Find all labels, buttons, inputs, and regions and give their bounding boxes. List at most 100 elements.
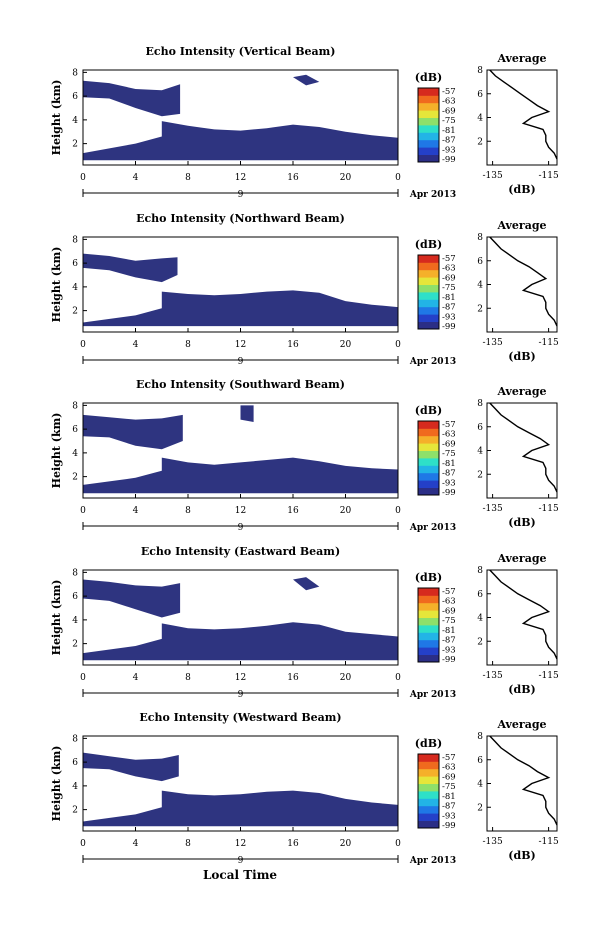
x-tick-label: 8 [185, 673, 191, 683]
average-xlabel: (dB) [508, 516, 535, 529]
colorbar-segment [418, 805, 439, 814]
colorbar-segment [418, 269, 439, 278]
colorbar-tick-label: -57 [442, 587, 456, 597]
echo-upper-layer [83, 579, 181, 618]
x-tick-label: 0 [80, 839, 86, 849]
date-label: Apr 2013 [409, 357, 456, 367]
colorbar-tick-label: -75 [442, 449, 456, 459]
average-y-tick-label: 4 [477, 281, 483, 291]
x-tick-label: 16 [287, 506, 299, 516]
y-tick-label: 2 [72, 473, 78, 483]
x-tick-label: 12 [235, 673, 246, 683]
average-title: Average [496, 552, 546, 565]
date-day-label: 9 [238, 357, 244, 367]
colorbar-unit: (dB) [415, 737, 442, 750]
average-y-tick-label: 2 [477, 803, 483, 813]
x-tick-label: 16 [287, 673, 299, 683]
colorbar-segment [418, 610, 439, 618]
colorbar-tick-label: -81 [442, 459, 456, 469]
x-tick-label: 8 [185, 340, 191, 350]
x-tick-label: 20 [340, 340, 352, 350]
date-day-label: 9 [238, 690, 244, 700]
colorbar-tick-label: -69 [442, 606, 456, 616]
x-tick-label: 0 [80, 673, 86, 683]
average-y-tick-label: 2 [477, 470, 483, 480]
y-tick-label: 8 [72, 568, 78, 578]
average-frame [486, 735, 558, 832]
echo-clouds-upper [293, 577, 320, 591]
x-tick-label: 0 [395, 173, 401, 183]
colorbar-segment [418, 154, 439, 163]
average-x-tick-label: -115 [538, 837, 558, 847]
y-axis-label: Height (km) [50, 746, 63, 822]
echo-lower-layer [83, 457, 398, 494]
colorbar-tick-label: -69 [442, 273, 456, 283]
panel-title: Echo Intensity (Westward Beam) [139, 711, 341, 724]
colorbar-tick-label: -57 [442, 254, 456, 264]
average-frame [486, 569, 558, 666]
average-y-tick-label: 4 [477, 780, 483, 790]
colorbar-segment [418, 602, 439, 611]
y-tick-label: 6 [72, 92, 78, 102]
colorbar-segment [418, 421, 439, 429]
average-xlabel: (dB) [508, 350, 535, 363]
average-y-tick-label: 4 [477, 614, 483, 624]
average-frame [486, 69, 558, 166]
x-tick-label: 16 [287, 340, 299, 350]
colorbar-tick-label: -69 [442, 772, 456, 782]
colorbar-segment [418, 813, 439, 821]
average-xlabel: (dB) [508, 683, 535, 696]
average-x-tick-label: -135 [482, 171, 502, 181]
x-tick-label: 4 [133, 173, 139, 183]
y-tick-label: 8 [72, 401, 78, 411]
echo-upper-layer [83, 253, 178, 283]
colorbar-segment [418, 783, 439, 792]
colorbar-segment [418, 284, 439, 293]
date-label: Apr 2013 [409, 190, 456, 200]
echo-lower-layer [83, 121, 398, 161]
x-tick-label: 4 [133, 673, 139, 683]
colorbar-tick-label: -57 [442, 87, 456, 97]
colorbar-tick-label: -69 [442, 439, 456, 449]
average-xlabel: (dB) [508, 849, 535, 862]
colorbar-segment [418, 798, 439, 807]
colorbar-segment [418, 314, 439, 322]
x-tick-label: 12 [235, 506, 246, 516]
average-y-tick-label: 2 [477, 137, 483, 147]
panel-title: Echo Intensity (Northward Beam) [136, 212, 345, 225]
average-title: Average [496, 385, 546, 398]
colorbar-tick-label: -99 [442, 821, 456, 831]
y-tick-label: 4 [72, 782, 78, 792]
average-x-tick-label: -115 [538, 338, 558, 348]
average-x-tick-label: -115 [538, 671, 558, 681]
colorbar-segment [418, 595, 439, 604]
colorbar-unit: (dB) [415, 238, 442, 251]
average-title: Average [496, 718, 546, 731]
colorbar-segment [418, 617, 439, 626]
x-tick-label: 4 [133, 839, 139, 849]
x-tick-label: 0 [395, 839, 401, 849]
colorbar-segment [418, 761, 439, 770]
average-y-tick-label: 8 [477, 566, 483, 576]
colorbar-tick-label: -81 [442, 293, 456, 303]
average-profile-line [489, 69, 558, 160]
colorbar-segment [418, 472, 439, 481]
colorbar-segment [418, 321, 439, 330]
colorbar-segment [418, 139, 439, 148]
colorbar-tick-label: -87 [442, 636, 456, 646]
echo-lower-layer [83, 622, 398, 661]
x-tick-label: 12 [235, 173, 246, 183]
echo-lower-layer [83, 790, 398, 827]
panel-title: Echo Intensity (Vertical Beam) [145, 45, 335, 58]
shared-xlabel: Local Time [203, 868, 277, 882]
colorbar-tick-label: -63 [442, 597, 456, 607]
panel-2: Echo Intensity (Southward Beam) 2 4 6 8 Heigh… [50, 378, 559, 533]
colorbar-segment [418, 147, 439, 155]
colorbar-tick-label: -81 [442, 792, 456, 802]
colorbar-segment [418, 776, 439, 784]
colorbar-tick-label: -63 [442, 430, 456, 440]
colorbar-tick-label: -93 [442, 645, 456, 655]
y-tick-label: 4 [72, 283, 78, 293]
colorbar-unit: (dB) [415, 404, 442, 417]
y-axis-label: Height (km) [50, 580, 63, 656]
